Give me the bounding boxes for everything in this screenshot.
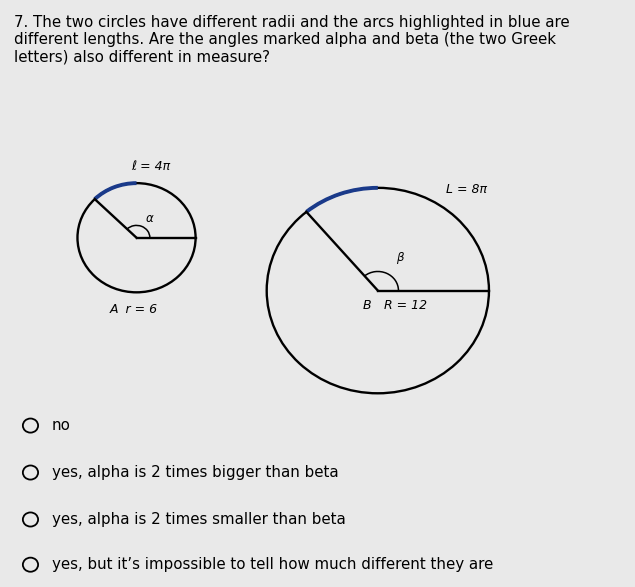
Text: L = 8π: L = 8π bbox=[446, 183, 488, 196]
Text: yes, alpha is 2 times bigger than beta: yes, alpha is 2 times bigger than beta bbox=[52, 465, 338, 480]
Text: $\alpha$: $\alpha$ bbox=[145, 212, 155, 225]
Text: A  r = 6: A r = 6 bbox=[109, 303, 157, 316]
Text: yes, alpha is 2 times smaller than beta: yes, alpha is 2 times smaller than beta bbox=[52, 512, 346, 527]
Text: yes, but it’s impossible to tell how much different they are: yes, but it’s impossible to tell how muc… bbox=[52, 557, 493, 572]
Text: no: no bbox=[52, 418, 71, 433]
Text: 7. The two circles have different radii and the arcs highlighted in blue are
dif: 7. The two circles have different radii … bbox=[14, 15, 570, 65]
Text: $\beta$: $\beta$ bbox=[396, 250, 405, 266]
Text: B: B bbox=[363, 299, 371, 312]
Text: R = 12: R = 12 bbox=[384, 299, 427, 312]
Text: ℓ = 4π: ℓ = 4π bbox=[131, 160, 170, 173]
